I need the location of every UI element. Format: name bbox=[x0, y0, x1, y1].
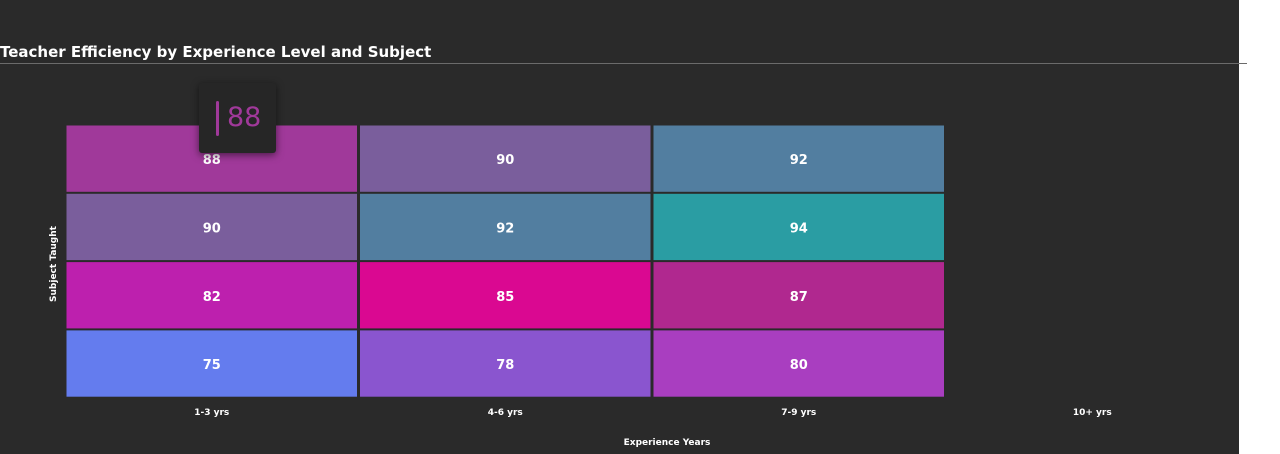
cell-value-label: 88 bbox=[203, 153, 221, 168]
x-tick-label: 10+ yrs bbox=[1073, 408, 1112, 418]
heatmap-cell bbox=[652, 261, 945, 330]
heatmap-cell bbox=[65, 192, 358, 262]
y-axis-title: Subject Taught bbox=[49, 225, 59, 302]
cell-value-label: 90 bbox=[203, 221, 221, 236]
heatmap-cell bbox=[652, 329, 945, 398]
cell-value-label: 78 bbox=[496, 358, 514, 373]
cell-value-label: 90 bbox=[496, 153, 514, 168]
cell-value-label: 92 bbox=[496, 221, 514, 236]
cell-value-label: 75 bbox=[203, 358, 221, 373]
cell-value-label: 82 bbox=[203, 290, 221, 305]
cell-value-label: 87 bbox=[790, 290, 808, 305]
heatmap-cell bbox=[359, 124, 652, 193]
cell-value-label: 92 bbox=[790, 153, 808, 168]
heatmap-cell bbox=[359, 261, 652, 330]
cell-value-label: 85 bbox=[496, 290, 514, 305]
x-tick-label: 1-3 yrs bbox=[194, 408, 229, 418]
heatmap-cell bbox=[652, 124, 945, 193]
heatmap-cell bbox=[359, 329, 652, 398]
title-divider bbox=[0, 63, 1247, 64]
chart-title: Teacher Efficiency by Experience Level a… bbox=[0, 43, 432, 61]
value-tooltip: 88 bbox=[199, 83, 276, 153]
x-axis-title: Experience Years bbox=[624, 438, 711, 448]
tooltip-value: 88 bbox=[227, 102, 262, 133]
cell-value-label: 80 bbox=[790, 358, 808, 373]
cell-value-label: 94 bbox=[790, 221, 808, 236]
x-tick-label: 4-6 yrs bbox=[488, 408, 523, 418]
heatmap-cell bbox=[65, 329, 358, 398]
tooltip-color-marker bbox=[216, 101, 219, 136]
x-tick-label: 7-9 yrs bbox=[781, 408, 816, 418]
chart-panel: Teacher Efficiency by Experience Level a… bbox=[0, 0, 1247, 454]
heatmap-cell bbox=[65, 261, 358, 330]
heatmap-chart: 88 90 92 90 92 94 82 85 87 75 78 80 1-3 yrs 4-6 yrs 7-… bbox=[49, 124, 1112, 448]
heatmap-cell bbox=[652, 192, 945, 262]
heatmap-cell bbox=[359, 192, 652, 262]
